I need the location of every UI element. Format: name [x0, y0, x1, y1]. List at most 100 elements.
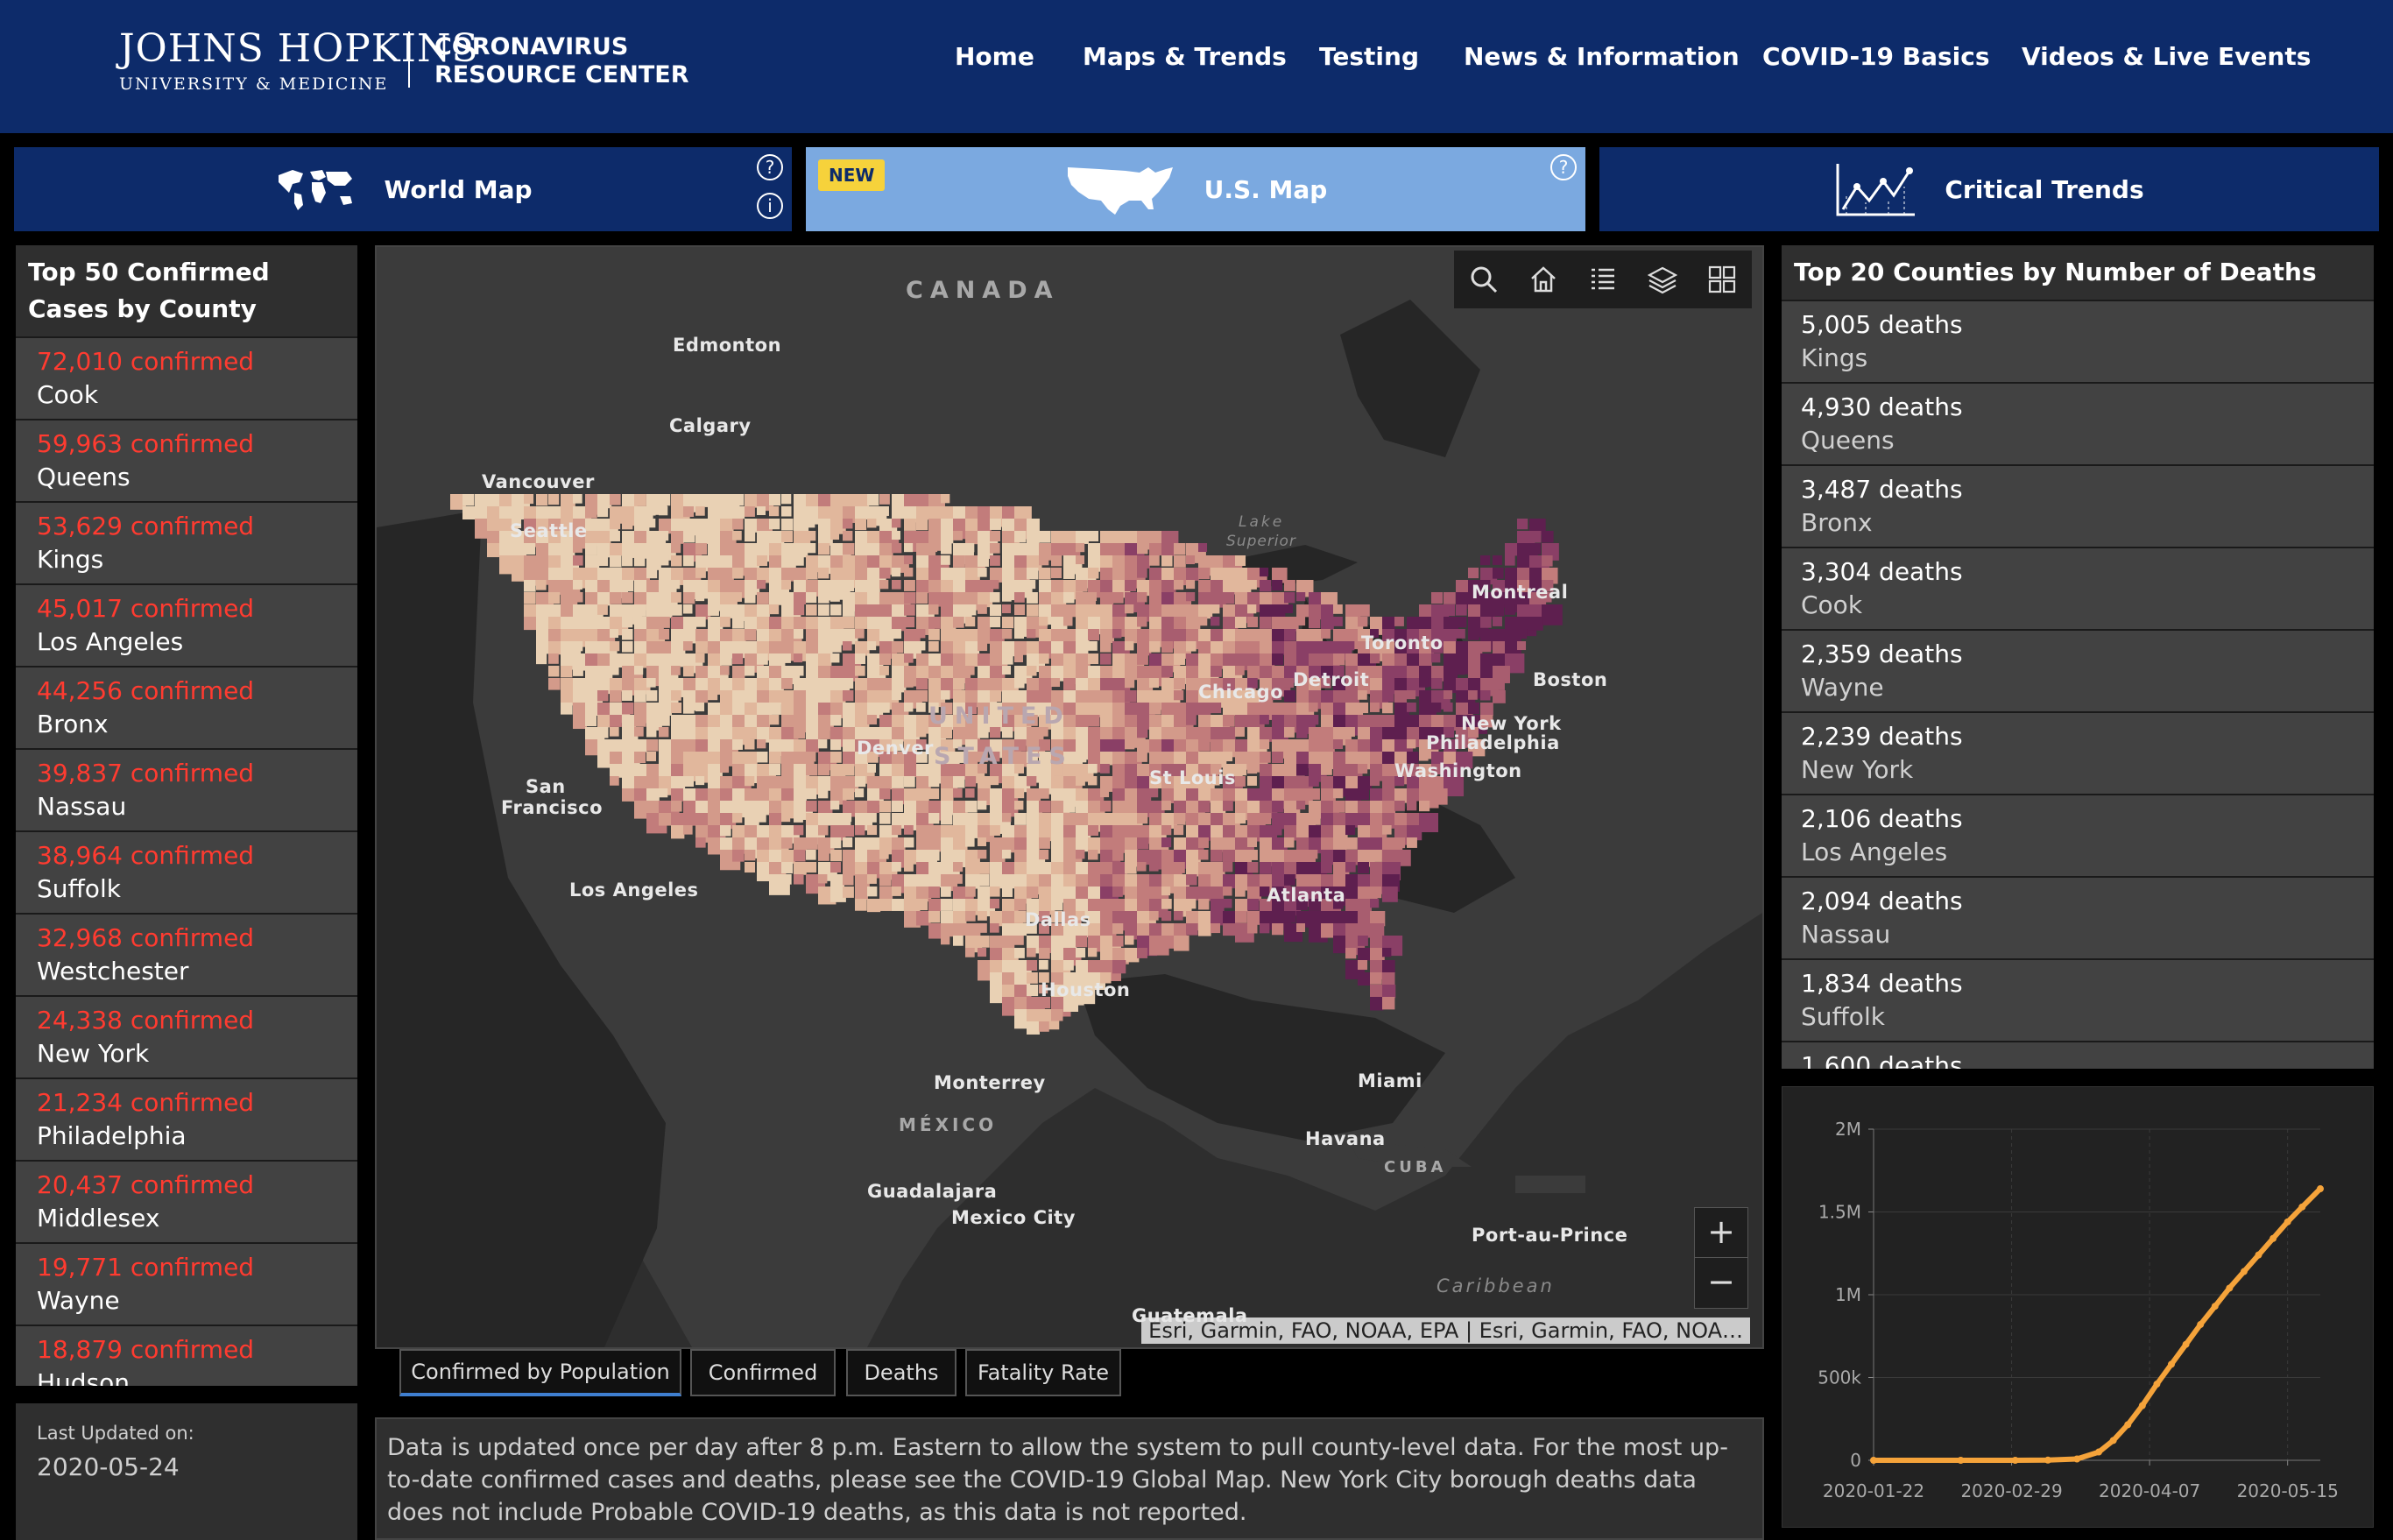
data-point	[2269, 1234, 2277, 1242]
list-item[interactable]: 32,968 confirmed Westchester	[16, 913, 357, 995]
city-new-york: New York	[1461, 713, 1562, 734]
list-item-value: 4,930 deaths	[1801, 392, 1963, 421]
map-label-states: STATES	[934, 743, 1073, 770]
list-item-value: 18,879 confirmed	[37, 1335, 255, 1364]
nav-testing[interactable]: Testing	[1319, 42, 1419, 71]
list-item[interactable]: 2,106 deaths Los Angeles	[1782, 794, 2374, 876]
top-header: JOHNS HOPKINS UNIVERSITY & MEDICINE CORO…	[0, 0, 2393, 133]
data-point	[2011, 1457, 2019, 1464]
list-item[interactable]: 38,964 confirmed Suffolk	[16, 830, 357, 913]
last-updated-panel: Last Updated on: 2020-05-24	[16, 1403, 357, 1540]
city-washington: Washington	[1394, 760, 1522, 781]
last-updated-label: Last Updated on:	[37, 1423, 194, 1444]
cases-chart-panel[interactable]: 0 500k 1M 1.5M 2M 2020-01-22 2020-02-29 2020-04…	[1782, 1086, 2374, 1528]
search-icon[interactable]	[1469, 265, 1499, 294]
list-item[interactable]: 19,771 confirmed Wayne	[16, 1242, 357, 1325]
tab-fatality-rate[interactable]: Fatality Rate	[965, 1349, 1121, 1396]
list-item[interactable]: 53,629 confirmed Kings	[16, 501, 357, 583]
tab-us-map[interactable]: NEW U.S. Map ?	[806, 147, 1585, 231]
list-item[interactable]: 39,837 confirmed Nassau	[16, 748, 357, 830]
list-item[interactable]: 2,359 deaths Wayne	[1782, 629, 2374, 711]
city-dallas: Dallas	[1025, 909, 1091, 930]
list-item[interactable]: 20,437 confirmed Middlesex	[16, 1160, 357, 1242]
city-francisco: Francisco	[501, 797, 604, 818]
data-point	[1957, 1457, 1965, 1464]
jhu-logo[interactable]: JOHNS HOPKINS UNIVERSITY & MEDICINE	[119, 26, 479, 94]
layers-icon[interactable]	[1648, 265, 1677, 294]
list-item[interactable]: 3,304 deaths Cook	[1782, 547, 2374, 629]
city-los-angeles: Los Angeles	[569, 879, 699, 901]
list-item-value: 1,834 deaths	[1801, 969, 1963, 998]
home-icon[interactable]	[1528, 265, 1558, 294]
list-item-name: Bronx	[1801, 508, 1873, 537]
tab-deaths[interactable]: Deaths	[846, 1349, 956, 1396]
y-tick-label: 1M	[1835, 1284, 1861, 1305]
city-montreal: Montreal	[1472, 582, 1569, 603]
us-county-map[interactable]: CANADA UNITED STATES MÉXICO CUBA Lake Su…	[375, 245, 1764, 1349]
list-item-name: Cook	[37, 380, 99, 409]
series-line	[1871, 1186, 2323, 1463]
logo-title: JOHNS HOPKINS	[119, 26, 479, 71]
city-houston: Houston	[1041, 979, 1131, 1000]
map-attribution[interactable]: Esri, Garmin, FAO, NOAA, EPA | Esri, Gar…	[1141, 1317, 1750, 1344]
zoom-in-button[interactable]: +	[1695, 1208, 1747, 1258]
data-point	[2255, 1251, 2262, 1259]
list-item[interactable]: 1,834 deaths Suffolk	[1782, 958, 2374, 1041]
nav-videos-live-events[interactable]: Videos & Live Events	[2022, 42, 2312, 71]
list-item-name: Nassau	[37, 792, 127, 821]
city-philadelphia: Philadelphia	[1426, 732, 1560, 753]
map-toolbar	[1454, 251, 1752, 308]
grid-icon[interactable]	[1707, 265, 1737, 294]
list-icon[interactable]	[1588, 265, 1618, 294]
site-title[interactable]: CORONAVIRUS RESOURCE CENTER	[434, 33, 689, 89]
city-denver: Denver	[857, 738, 934, 759]
help-icon[interactable]: ?	[1550, 154, 1577, 180]
list-item-name: Middlesex	[37, 1204, 160, 1233]
list-item[interactable]: 2,239 deaths New York	[1782, 711, 2374, 794]
list-item[interactable]: 59,963 confirmed Queens	[16, 419, 357, 501]
list-item[interactable]: 2,094 deaths Nassau	[1782, 876, 2374, 958]
list-item-name: Bronx	[37, 710, 109, 738]
nav-maps-trends[interactable]: Maps & Trends	[1083, 42, 1287, 71]
list-item[interactable]: 44,256 confirmed Bronx	[16, 666, 357, 748]
tab-confirmed[interactable]: Confirmed	[690, 1349, 836, 1396]
data-point	[2240, 1268, 2248, 1275]
top-deaths-panel[interactable]: Top 20 Counties by Number of Deaths 5,00…	[1782, 245, 2374, 1069]
list-item[interactable]: 18,879 confirmed Hudson	[16, 1325, 357, 1386]
list-item[interactable]: 45,017 confirmed Los Angeles	[16, 583, 357, 666]
data-point	[2284, 1218, 2291, 1226]
cases-line-chart[interactable]: 0 500k 1M 1.5M 2M 2020-01-22 2020-02-29 2020-04…	[1782, 1087, 2375, 1529]
city-toronto: Toronto	[1361, 632, 1444, 653]
info-icon[interactable]: i	[757, 193, 783, 219]
list-item[interactable]: 21,234 confirmed Philadelphia	[16, 1077, 357, 1160]
list-item-name: New York	[37, 1039, 150, 1068]
last-updated-date: 2020-05-24	[37, 1452, 180, 1481]
list-item-value: 1,600 deaths	[1801, 1051, 1963, 1069]
list-item[interactable]: 3,487 deaths Bronx	[1782, 464, 2374, 547]
confirmed-list[interactable]: 72,010 confirmed Cook 59,963 confirmed Quee…	[16, 336, 357, 1386]
tab-confirmed-by-population[interactable]: Confirmed by Population	[399, 1349, 681, 1396]
deaths-list[interactable]: 5,005 deaths Kings 4,930 deaths Queens 3,487…	[1782, 300, 2374, 1069]
top-confirmed-panel[interactable]: Top 50 Confirmed Cases by County 72,010 …	[16, 245, 357, 1386]
data-point	[2211, 1303, 2219, 1310]
nav-news-information[interactable]: News & Information	[1464, 42, 1740, 71]
county-choropleth[interactable]	[450, 494, 1563, 1035]
list-item-value: 32,968 confirmed	[37, 923, 255, 952]
list-item-name: Queens	[1801, 426, 1895, 455]
list-item[interactable]: 72,010 confirmed Cook	[16, 336, 357, 419]
list-item[interactable]: 24,338 confirmed New York	[16, 995, 357, 1077]
zoom-out-button[interactable]: −	[1707, 1262, 1735, 1301]
list-item[interactable]: 1,600 deaths	[1782, 1041, 2374, 1069]
help-icon[interactable]: ?	[757, 154, 783, 180]
list-item[interactable]: 4,930 deaths Queens	[1782, 382, 2374, 464]
x-tick-label: 2020-02-29	[1960, 1480, 2062, 1501]
y-tick-label: 0	[1850, 1450, 1861, 1471]
tab-critical-trends[interactable]: Critical Trends	[1599, 147, 2379, 231]
data-point	[2317, 1185, 2324, 1193]
nav-covid-basics[interactable]: COVID-19 Basics	[1762, 42, 1990, 71]
tab-world-map[interactable]: World Map ? i	[14, 147, 792, 231]
nav-home[interactable]: Home	[955, 42, 1034, 71]
map-canvas[interactable]	[377, 247, 1762, 1347]
list-item[interactable]: 5,005 deaths Kings	[1782, 300, 2374, 382]
list-item-value: 53,629 confirmed	[37, 512, 255, 540]
